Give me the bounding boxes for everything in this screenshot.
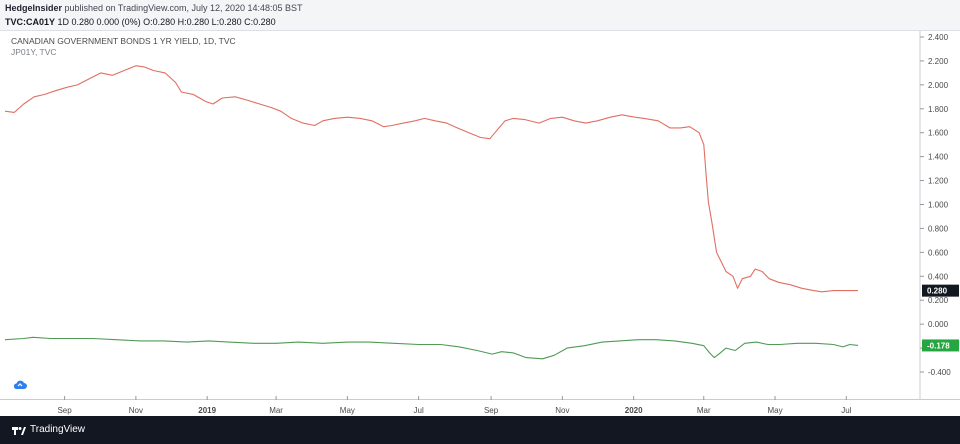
- series-line-1: [4, 336, 859, 360]
- y-tick-label: 0.600: [928, 248, 949, 257]
- footer-brand[interactable]: TradingView: [30, 424, 86, 435]
- tradingview-logo-icon[interactable]: [12, 424, 26, 436]
- published-text: published on TradingView.com, July 12, 2…: [64, 3, 303, 13]
- last-value-label-1: -0.178: [927, 341, 950, 350]
- y-tick-label: 1.600: [928, 129, 949, 138]
- chart-canvas[interactable]: 2.400 2.200 2.000 1.800 1.600 1.400 1.200 1.000…: [0, 31, 960, 400]
- x-tick-label: Jul: [841, 406, 851, 415]
- y-tick-label: 2.400: [928, 33, 949, 42]
- publish-info: HedgeInsider published on TradingView.co…: [5, 3, 303, 13]
- last-value-tag-1: [922, 339, 959, 352]
- quote-values: 1D 0.280 0.000 (0%) O:0.280 H:0.280 L:0.…: [57, 17, 276, 27]
- cloud-sync-icon[interactable]: [12, 378, 28, 392]
- x-tick-label: Sep: [484, 406, 499, 415]
- y-tick-label: 1.200: [928, 177, 949, 186]
- footer-bar: TradingView: [0, 416, 960, 444]
- y-tick-label: 0.800: [928, 224, 949, 233]
- x-tick-label: May: [340, 406, 355, 415]
- x-tick-label: Sep: [57, 406, 72, 415]
- chart-title: CANADIAN GOVERNMENT BONDS 1 YR YIELD, 1D…: [11, 36, 236, 46]
- compare-series-label: JP01Y, TVC: [11, 47, 57, 57]
- last-value-label-0: 0.280: [927, 287, 948, 296]
- x-tick-label: Nov: [129, 406, 143, 415]
- y-tick-label: 0.000: [928, 320, 949, 329]
- symbol-name[interactable]: TVC:CA01Y: [5, 17, 56, 27]
- y-tick-label: -0.400: [928, 368, 951, 377]
- y-tick-label: 0.400: [928, 272, 949, 281]
- y-tick-label: 1.000: [928, 201, 949, 210]
- y-tick-label: 1.400: [928, 153, 949, 162]
- publish-header: HedgeInsider published on TradingView.co…: [0, 0, 960, 31]
- y-tick-label: 2.200: [928, 57, 949, 66]
- x-tick-label: Mar: [697, 406, 711, 415]
- x-tick-label: Mar: [269, 406, 283, 415]
- y-tick-label: 1.800: [928, 105, 949, 114]
- author-name[interactable]: HedgeInsider: [5, 3, 63, 13]
- x-tick-label: May: [767, 406, 782, 415]
- y-tick-label: 2.000: [928, 81, 949, 90]
- last-value-tag-0: [922, 284, 959, 297]
- y-tick-label: 0.200: [928, 296, 949, 305]
- symbol-quote: TVC:CA01Y 1D 0.280 0.000 (0%) O:0.280 H:…: [5, 17, 276, 27]
- time-axis[interactable]: Sep Nov 2019 Mar May Jul Sep Nov 2020 Mar May Jul: [0, 400, 960, 416]
- x-tick-label: 2019: [198, 406, 216, 415]
- x-tick-label: 2020: [625, 406, 643, 415]
- series-line-0: [4, 65, 858, 293]
- x-tick-label: Jul: [414, 406, 424, 415]
- x-tick-label: Nov: [555, 406, 569, 415]
